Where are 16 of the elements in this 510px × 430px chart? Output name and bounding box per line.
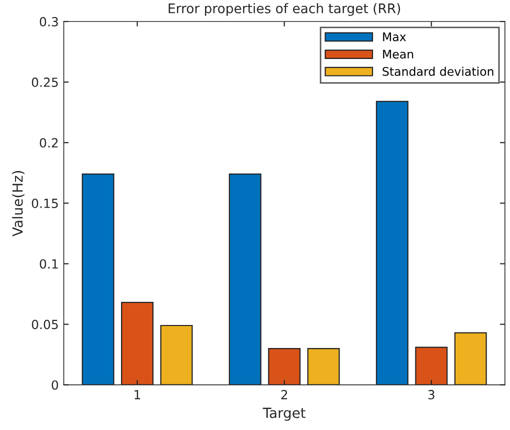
y-tick-label: 0.3 <box>40 16 58 26</box>
y-tick-label: 0.05 <box>32 320 58 330</box>
x-tick-label: 2 <box>281 390 288 400</box>
legend-label: Mean <box>383 50 414 59</box>
x-tick-label: 3 <box>428 390 434 400</box>
y-tick-label: 0.25 <box>32 78 58 87</box>
y-tick-label: 0 <box>52 380 58 390</box>
x-axis-title: Target <box>262 408 306 421</box>
y-axis-title: Value(Hz) <box>12 171 24 236</box>
legend-label: Max <box>383 32 406 42</box>
x-tick-label: 1 <box>134 390 140 400</box>
y-tick-label: 0.15 <box>32 198 58 208</box>
chart-title: Error properties of each target (RR) <box>168 3 400 16</box>
legend-label: Standard deviation <box>382 66 494 76</box>
y-tick-label: 0.2 <box>40 138 58 148</box>
y-tick-label: 0.1 <box>40 259 58 269</box>
